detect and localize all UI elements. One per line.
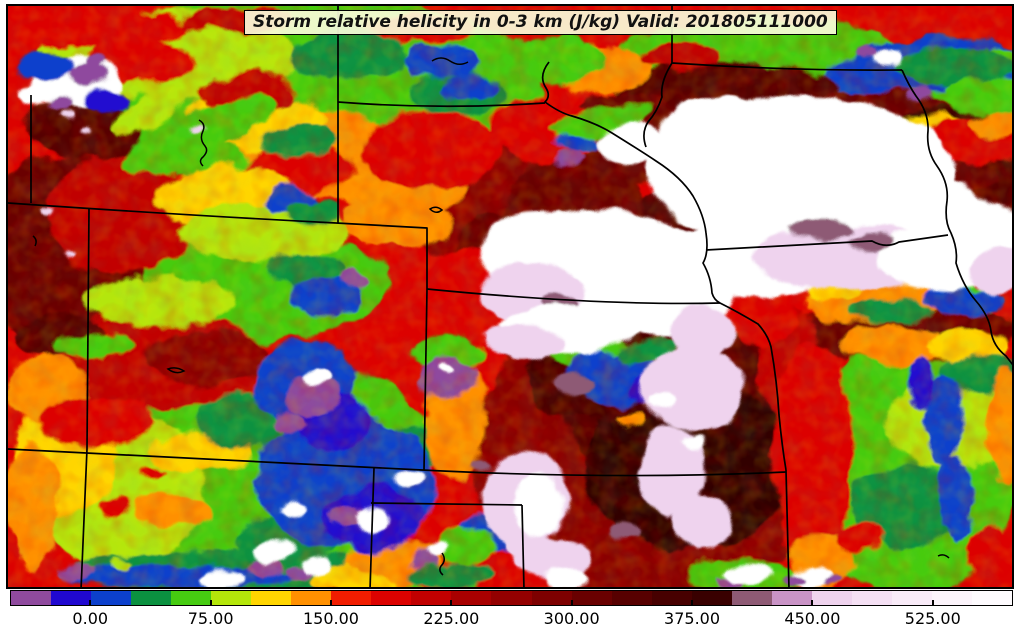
colorbar-tick xyxy=(931,600,934,605)
lake-squiggle xyxy=(166,367,186,374)
boundary-sd-ne-border-43n xyxy=(337,101,546,108)
boundary-ia-mo-border xyxy=(705,234,949,251)
colorbar-tick xyxy=(691,600,694,605)
colorbar-segment xyxy=(11,591,52,605)
boundary-ok-tx-100w xyxy=(521,504,525,588)
colorbar-tick-label: 150.00 xyxy=(302,609,359,628)
colorbar-tick-label: 525.00 xyxy=(904,609,961,628)
state-boundaries xyxy=(7,5,1013,588)
colorbar-segment xyxy=(971,591,1012,605)
lake-squiggle xyxy=(431,57,469,65)
colorbar xyxy=(10,590,1013,606)
lake-squiggle xyxy=(937,554,950,559)
colorbar-tick-label: 300.00 xyxy=(543,609,600,628)
colorbar-segment xyxy=(251,591,292,605)
colorbar-tick-label: 450.00 xyxy=(784,609,841,628)
boundary-co-ks-102w xyxy=(423,288,428,471)
colorbar-tick-label: 375.00 xyxy=(664,609,721,628)
colorbar-segment xyxy=(411,591,452,605)
colorbar-tick-label: 75.00 xyxy=(187,609,234,628)
boundary-ks-mo-94-6w xyxy=(785,469,790,588)
lakes-rivers xyxy=(32,57,950,576)
boundary-ne-ks-border-40n xyxy=(426,288,721,305)
lake-squiggle xyxy=(428,206,444,213)
colorbar-segment xyxy=(931,591,972,605)
boundary-az-nm-109w xyxy=(80,448,88,588)
boundary-co-ne-stairstep xyxy=(335,222,428,289)
colorbar-segment xyxy=(331,591,372,605)
boundary-mn-ia-border xyxy=(671,62,903,71)
title-box: Storm relative helicity in 0-3 km (J/kg)… xyxy=(244,10,837,35)
colorbar-tick xyxy=(450,600,453,605)
colorbar-segment xyxy=(291,591,332,605)
map-title: Storm relative helicity in 0-3 km (J/kg)… xyxy=(253,12,828,32)
colorbar-segment xyxy=(651,591,692,605)
colorbar-segment xyxy=(371,591,412,605)
colorbar-segment xyxy=(691,591,732,605)
boundary-missouri-river xyxy=(541,61,787,471)
map-border xyxy=(6,4,1014,589)
boundary-border-41n xyxy=(7,202,337,224)
colorbar-segment xyxy=(171,591,212,605)
helicity-field-maxima xyxy=(16,47,1013,588)
colorbar-segment xyxy=(731,591,772,605)
colorbar-segment xyxy=(51,591,92,605)
colorbar-segment xyxy=(451,591,492,605)
colorbar-segment xyxy=(811,591,852,605)
colorbar-segment xyxy=(891,591,932,605)
colorbar-tick-label: 0.00 xyxy=(72,609,109,628)
boundary-big-sioux-river xyxy=(643,62,673,148)
colorbar-segment xyxy=(211,591,252,605)
lake-squiggle xyxy=(32,235,37,247)
lake-squiggle xyxy=(198,119,208,167)
colorbar-tick xyxy=(811,600,814,605)
colorbar-tick xyxy=(329,600,332,605)
colorbar-tick xyxy=(209,600,212,605)
colorbar-segment xyxy=(91,591,132,605)
colorbar-tick xyxy=(570,600,573,605)
colorbar-segment xyxy=(531,591,572,605)
boundary-border-37n xyxy=(7,448,787,477)
colorbar-segment xyxy=(771,591,812,605)
colorbar-segment xyxy=(851,591,892,605)
colorbar-tick xyxy=(89,600,92,605)
colorbar-segment xyxy=(611,591,652,605)
lake-squiggle xyxy=(439,552,445,576)
colorbar-tick-label: 225.00 xyxy=(423,609,480,628)
colorbar-segment xyxy=(131,591,172,605)
colorbar-segment xyxy=(571,591,612,605)
boundary-mississippi-river xyxy=(901,69,1013,367)
colorbar-segment xyxy=(491,591,532,605)
boundary-nm-103w xyxy=(369,467,375,588)
boundary-tx-north-36-5n xyxy=(370,502,523,506)
boundary-ut-co-109w xyxy=(86,207,90,450)
